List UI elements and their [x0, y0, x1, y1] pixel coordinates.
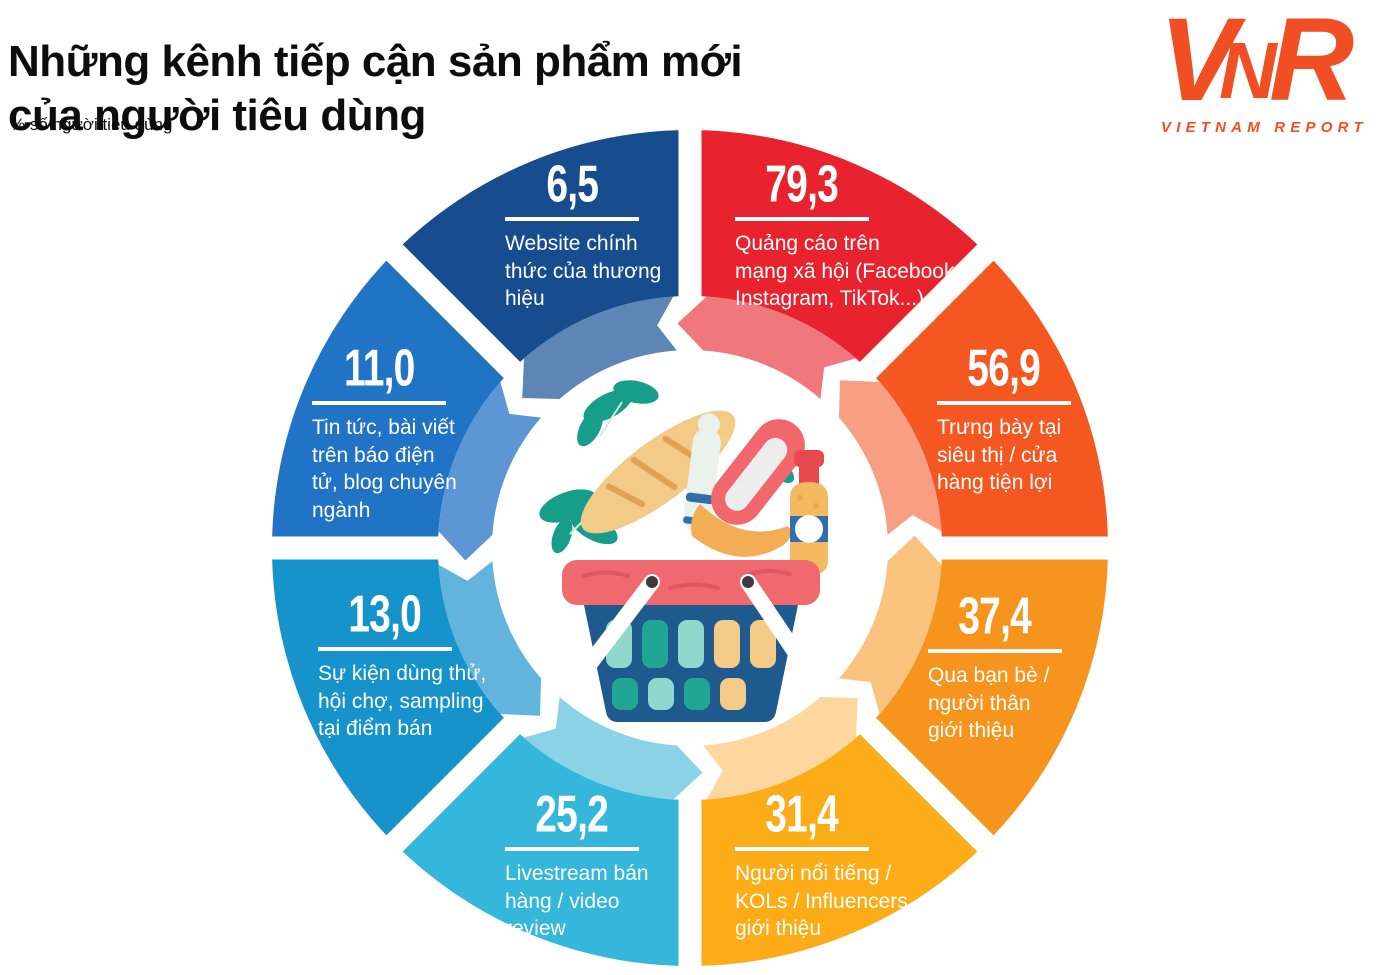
segment-gap-2: [872, 536, 1130, 560]
page-title: Những kênh tiếp cận sản phẩm mới của ngư…: [8, 37, 743, 141]
segment-gap-7: [370, 228, 570, 428]
segment-arc-0: [690, 130, 986, 370]
segment-label-0: 79,3 Quảng cáo trên mạng xã hội (Facebook…: [735, 154, 975, 313]
segment-arc-2: [868, 548, 1108, 844]
segment-arc-6: [272, 252, 512, 548]
segment-label-2: 37,4 Qua bạn bè / người thân giới thiệu: [928, 586, 1168, 745]
logo-letter-v: V: [1159, 2, 1246, 126]
segment-arc-1: [868, 252, 1108, 548]
segment-chevron-2: [838, 535, 942, 714]
segment-value-underline: [735, 847, 869, 851]
logo-letter-r: R: [1269, 2, 1354, 126]
handle-pivot-left: [646, 576, 658, 588]
segment-description: Website chính thức của thương hiệu: [505, 232, 662, 311]
segment-description: Tin tức, bài viết trên báo điện tử, blog…: [312, 416, 457, 523]
segment-value-underline: [505, 847, 639, 851]
segment-value: 37,4: [958, 586, 1033, 646]
segment-gap-3: [810, 668, 1010, 868]
segment-description: Livestream bán hàng / video review: [505, 862, 649, 941]
vietnam-report-logo: V N R VIETNAM REPORT: [1159, 2, 1367, 136]
red-bread-icon: [711, 419, 805, 525]
segment-value-underline: [928, 649, 1062, 653]
basket-handles: [574, 574, 822, 688]
logo-letter-n: N: [1219, 26, 1279, 115]
segment-description: Quảng cáo trên mạng xã hội (Facebook, In…: [735, 232, 961, 311]
segment-value-underline: [937, 401, 1071, 405]
segment-gap-0: [678, 108, 702, 366]
segment-value: 56,9: [967, 338, 1042, 398]
grocery-basket-illustration: [539, 380, 828, 722]
segment-description: Qua bạn bè / người thân giới thiệu: [928, 664, 1050, 743]
segment-chevron-6: [438, 382, 542, 561]
segment-label-3: 31,4 Người nổi tiếng / KOLs / Influencers…: [735, 784, 975, 943]
segment-value-underline: [735, 217, 869, 221]
segment-value-underline: [318, 647, 452, 651]
segment-chevron-0: [677, 296, 856, 400]
segment-label-5: 13,0 Sự kiện dùng thử, hội chợ, sampling …: [318, 584, 558, 743]
segment-label-4: 25,2 Livestream bán hàng / video review: [505, 784, 745, 943]
segment-value: 31,4: [765, 784, 840, 844]
segment-inner-chevrons: [438, 296, 942, 800]
segment-gap-1: [810, 228, 1010, 428]
segment-description: Người nổi tiếng / KOLs / Influencers giớ…: [735, 862, 908, 941]
segment-chevron-4: [524, 696, 703, 800]
segment-value-underline: [312, 401, 446, 405]
segment-description: Sự kiện dùng thử, hội chợ, sampling tại …: [318, 662, 487, 741]
segment-arc-7: [394, 129, 690, 370]
basket-rim: [562, 560, 820, 605]
segment-label-6: 11,0 Tin tức, bài viết trên báo điện tử, …: [312, 338, 552, 525]
segment-value: 6,5: [546, 154, 599, 214]
segment-label-1: 56,9 Trưng bày tại siêu thị / cửa hàng ti…: [937, 338, 1177, 497]
logo-caption: VIETNAM REPORT: [1161, 119, 1367, 136]
segment-description: Trưng bày tại siêu thị / cửa hàng tiện l…: [937, 416, 1062, 495]
segment-arc-4: [394, 726, 690, 966]
segment-chevron-7: [522, 296, 677, 400]
segment-gap-5: [370, 668, 570, 868]
segment-value: 13,0: [348, 584, 423, 644]
segment-gap-4: [678, 730, 702, 975]
segment-arc-3: [690, 726, 986, 966]
segment-gaps: [250, 108, 1130, 975]
segment-value: 79,3: [765, 154, 840, 214]
segment-arc-5: [272, 548, 512, 844]
segment-chevron-3: [703, 696, 858, 800]
handle-pivot-right: [742, 576, 754, 588]
segment-chevron-5: [438, 561, 542, 716]
segment-value: 25,2: [535, 784, 610, 844]
chart-unit-label: % số người tiêu dùng: [10, 115, 173, 134]
segment-value: 11,0: [343, 338, 415, 398]
segment-gap-6: [250, 536, 508, 560]
bottle-icon: [790, 450, 828, 574]
segment-value-underline: [505, 217, 639, 221]
banana-icon: [691, 504, 791, 557]
segment-chevron-1: [838, 380, 942, 535]
segment-arcs: [272, 129, 1108, 966]
segment-label-7: 6,5 Website chính thức của thương hiệu: [505, 154, 745, 313]
